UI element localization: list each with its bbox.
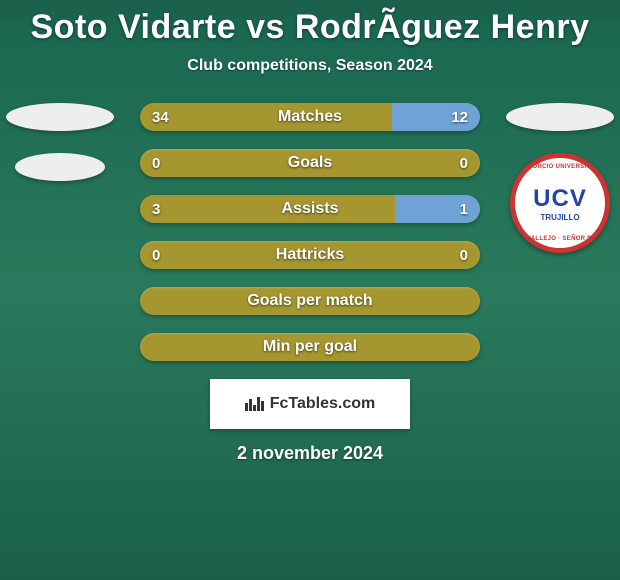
bar-label: Goals per match bbox=[247, 292, 372, 310]
badge-ring-top: CONSORCIO UNIVERSITARIO bbox=[514, 164, 606, 170]
stat-bar: 0 0 Hattricks bbox=[140, 241, 480, 269]
stat-bar: 0 0 Goals bbox=[140, 149, 480, 177]
player1-avatar-ellipse-1 bbox=[6, 103, 114, 131]
bar-value-left: 0 bbox=[152, 247, 160, 264]
bar-value-right: 12 bbox=[451, 109, 468, 126]
player2-avatar-column: CONSORCIO UNIVERSITARIO UCV TRUJILLO CES… bbox=[500, 103, 620, 253]
stat-bar: Min per goal bbox=[140, 333, 480, 361]
bar-value-right: 0 bbox=[460, 247, 468, 264]
player2-avatar-ellipse bbox=[506, 103, 614, 131]
comparison-content: CONSORCIO UNIVERSITARIO UCV TRUJILLO CES… bbox=[0, 103, 620, 361]
bar-label: Min per goal bbox=[263, 338, 357, 356]
player1-avatar-ellipse-2 bbox=[15, 153, 105, 181]
bar-value-right: 1 bbox=[460, 201, 468, 218]
bar-label: Matches bbox=[278, 108, 342, 126]
bar-label: Hattricks bbox=[276, 246, 344, 264]
bar-label: Goals bbox=[288, 154, 332, 172]
stat-bar: 3 1 Assists bbox=[140, 195, 480, 223]
fctables-logo: FcTables.com bbox=[210, 379, 410, 429]
bar-left-fill bbox=[140, 103, 392, 131]
chart-bars-icon bbox=[245, 397, 264, 411]
stat-bar: 34 12 Matches bbox=[140, 103, 480, 131]
badge-ring-bottom: CESAR VALLEJO · SEÑOR DE SIPAN bbox=[510, 236, 610, 242]
badge-sub-text: TRUJILLO bbox=[540, 213, 579, 222]
bar-value-left: 0 bbox=[152, 155, 160, 172]
page-subtitle: Club competitions, Season 2024 bbox=[0, 47, 620, 75]
snapshot-date: 2 november 2024 bbox=[0, 443, 620, 464]
page-title: Soto Vidarte vs RodrÃ­guez Henry bbox=[0, 0, 620, 47]
logo-text: FcTables.com bbox=[270, 395, 376, 413]
bar-value-right: 0 bbox=[460, 155, 468, 172]
bar-value-left: 3 bbox=[152, 201, 160, 218]
bar-value-left: 34 bbox=[152, 109, 169, 126]
bar-label: Assists bbox=[282, 200, 339, 218]
player1-avatar-column bbox=[0, 103, 120, 181]
stat-bars: 34 12 Matches 0 0 Goals 3 1 Assists 0 0 Hattricks Go… bbox=[140, 103, 480, 361]
badge-center-text: UCV bbox=[533, 185, 587, 213]
bar-left-fill bbox=[140, 195, 395, 223]
club-badge: CONSORCIO UNIVERSITARIO UCV TRUJILLO CES… bbox=[510, 153, 610, 253]
stat-bar: Goals per match bbox=[140, 287, 480, 315]
